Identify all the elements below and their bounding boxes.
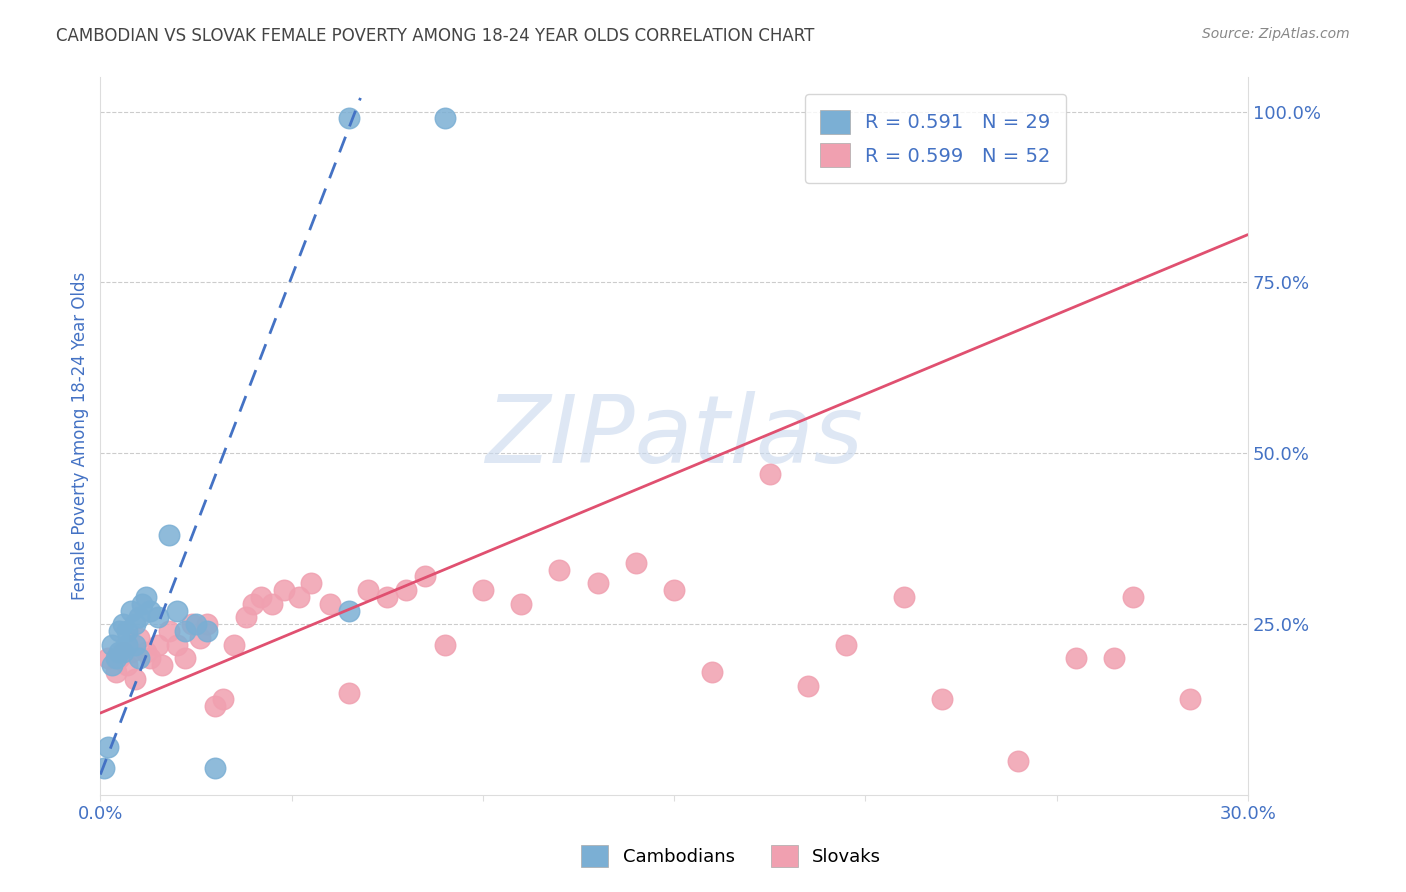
Point [624,556,647,570]
Point [112,644,135,658]
Point [115,638,138,652]
Point [273,582,295,597]
Text: Source: ZipAtlas.com: Source: ZipAtlas.com [1202,27,1350,41]
Point [758,467,780,481]
Point [108,624,131,638]
Point [250,590,273,604]
Point [375,590,398,604]
Point [835,638,858,652]
Point [97,740,120,755]
Point [1102,651,1125,665]
Point [319,597,342,611]
Point [262,597,284,611]
Point [124,672,146,686]
Point [224,638,246,652]
Point [211,692,233,706]
Point [112,644,135,658]
Point [166,603,188,617]
Point [173,651,195,665]
Point [128,651,150,665]
Point [433,638,456,652]
Point [150,658,173,673]
Point [1007,754,1029,768]
Point [146,610,169,624]
Point [128,631,150,645]
Point [415,569,437,583]
Point [433,112,456,126]
Point [139,651,162,665]
Point [242,597,264,611]
Point [1122,590,1144,604]
Point [1064,651,1087,665]
Point [1180,692,1202,706]
Point [893,590,915,604]
Point [288,590,311,604]
Point [702,665,724,679]
Point [337,112,360,126]
Point [188,631,211,645]
Point [181,617,204,632]
Point [115,624,138,638]
Text: ZIPatlas: ZIPatlas [485,391,863,482]
Point [120,603,142,617]
Point [124,617,146,632]
Point [197,624,219,638]
Point [548,562,571,576]
Point [471,582,494,597]
Point [124,638,146,652]
Point [101,658,124,673]
Y-axis label: Female Poverty Among 18-24 Year Olds: Female Poverty Among 18-24 Year Olds [72,272,89,600]
Point [204,699,226,714]
Legend: R = 0.591   N = 29, R = 0.599   N = 52: R = 0.591 N = 29, R = 0.599 N = 52 [804,95,1066,183]
Point [135,590,157,604]
Point [128,610,150,624]
Point [120,644,142,658]
Point [157,528,180,542]
Point [197,617,219,632]
Point [157,624,180,638]
Point [184,617,207,632]
Point [108,644,131,658]
Point [146,638,169,652]
Text: CAMBODIAN VS SLOVAK FEMALE POVERTY AMONG 18-24 YEAR OLDS CORRELATION CHART: CAMBODIAN VS SLOVAK FEMALE POVERTY AMONG… [56,27,814,45]
Point [115,658,138,673]
Point [797,679,820,693]
Point [235,610,257,624]
Point [586,576,609,591]
Point [337,685,360,699]
Point [337,603,360,617]
Point [173,624,195,638]
Point [166,638,188,652]
Point [299,576,322,591]
Point [108,651,131,665]
Point [357,582,380,597]
Point [204,761,226,775]
Point [395,582,418,597]
Point [104,665,127,679]
Legend: Cambodians, Slovaks: Cambodians, Slovaks [574,838,889,874]
Point [931,692,953,706]
Point [112,617,135,632]
Point [97,651,120,665]
Point [104,651,127,665]
Point [93,761,115,775]
Point [131,597,153,611]
Point [135,644,157,658]
Point [510,597,533,611]
Point [101,638,124,652]
Point [662,582,685,597]
Point [139,603,162,617]
